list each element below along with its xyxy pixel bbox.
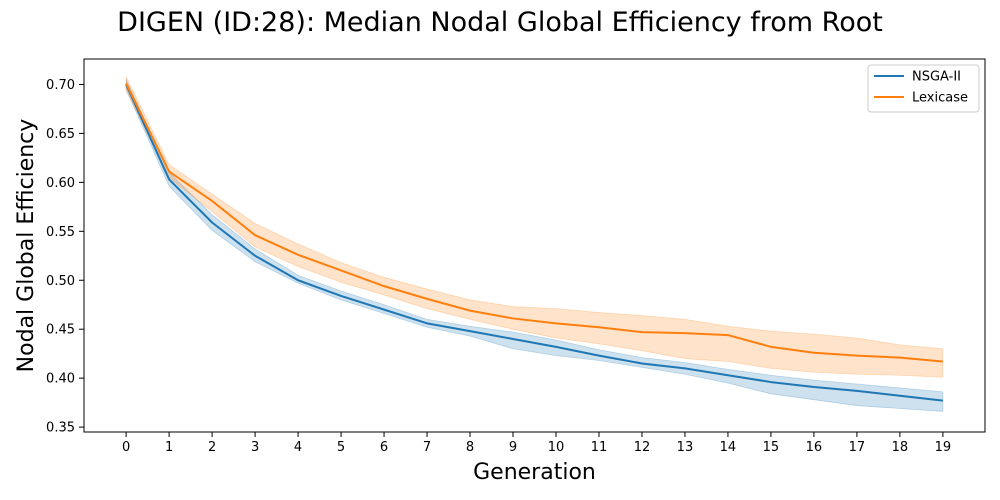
- x-axis: 0 1 2 3 4 5 6 7 8 9 10 11 12 13 14 15 16 17 18 19: [122, 432, 951, 455]
- legend: NSGA-II Lexicase: [867, 64, 980, 113]
- y-tick-label: 0.70: [46, 78, 75, 93]
- x-tick-label: 17: [849, 440, 866, 455]
- y-tick-label: 0.50: [46, 274, 75, 289]
- y-tick-label: 0.45: [46, 323, 75, 338]
- x-tick-label: 14: [720, 440, 737, 455]
- x-tick-label: 18: [892, 440, 909, 455]
- x-tick-label: 16: [806, 440, 823, 455]
- y-tick-label: 0.65: [46, 127, 75, 142]
- x-tick-label: 6: [380, 440, 388, 455]
- y-tick-label: 0.40: [46, 372, 75, 387]
- band-lexicase: [125, 76, 944, 378]
- y-axis: 0.35 0.40 0.45 0.50 0.55 0.60 0.65 0.70: [46, 78, 84, 436]
- x-tick-label: 10: [548, 440, 565, 455]
- x-tick-label: 7: [423, 440, 431, 455]
- x-tick-label: 1: [165, 440, 173, 455]
- y-tick-label: 0.35: [46, 421, 75, 436]
- y-tick-label: 0.60: [46, 176, 75, 191]
- x-axis-label: Generation: [473, 460, 596, 485]
- x-tick-label: 12: [634, 440, 651, 455]
- x-tick-label: 19: [935, 440, 952, 455]
- x-tick-label: 9: [509, 440, 517, 455]
- x-tick-label: 0: [122, 440, 130, 455]
- x-tick-label: 3: [251, 440, 259, 455]
- y-axis-label: Nodal Global Efficiency: [14, 119, 39, 373]
- line-lexicase: [125, 83, 943, 363]
- x-tick-label: 8: [466, 440, 474, 455]
- x-tick-label: 15: [763, 440, 780, 455]
- x-tick-label: 2: [208, 440, 216, 455]
- x-tick-label: 11: [591, 440, 608, 455]
- x-tick-label: 5: [337, 440, 345, 455]
- legend-label-lexicase: Lexicase: [912, 91, 968, 106]
- band-nsga-ii: [125, 79, 944, 412]
- chart-title: DIGEN (ID:28): Median Nodal Global Effic…: [117, 7, 883, 38]
- x-tick-label: 4: [294, 440, 302, 455]
- series-lines: [125, 83, 943, 402]
- line-nsga-ii: [125, 84, 943, 402]
- plot-frame: [83, 58, 986, 433]
- confidence-bands: [125, 76, 944, 412]
- legend-label-nsga-ii: NSGA-II: [912, 70, 961, 85]
- x-tick-label: 13: [677, 440, 694, 455]
- y-tick-label: 0.55: [46, 225, 75, 240]
